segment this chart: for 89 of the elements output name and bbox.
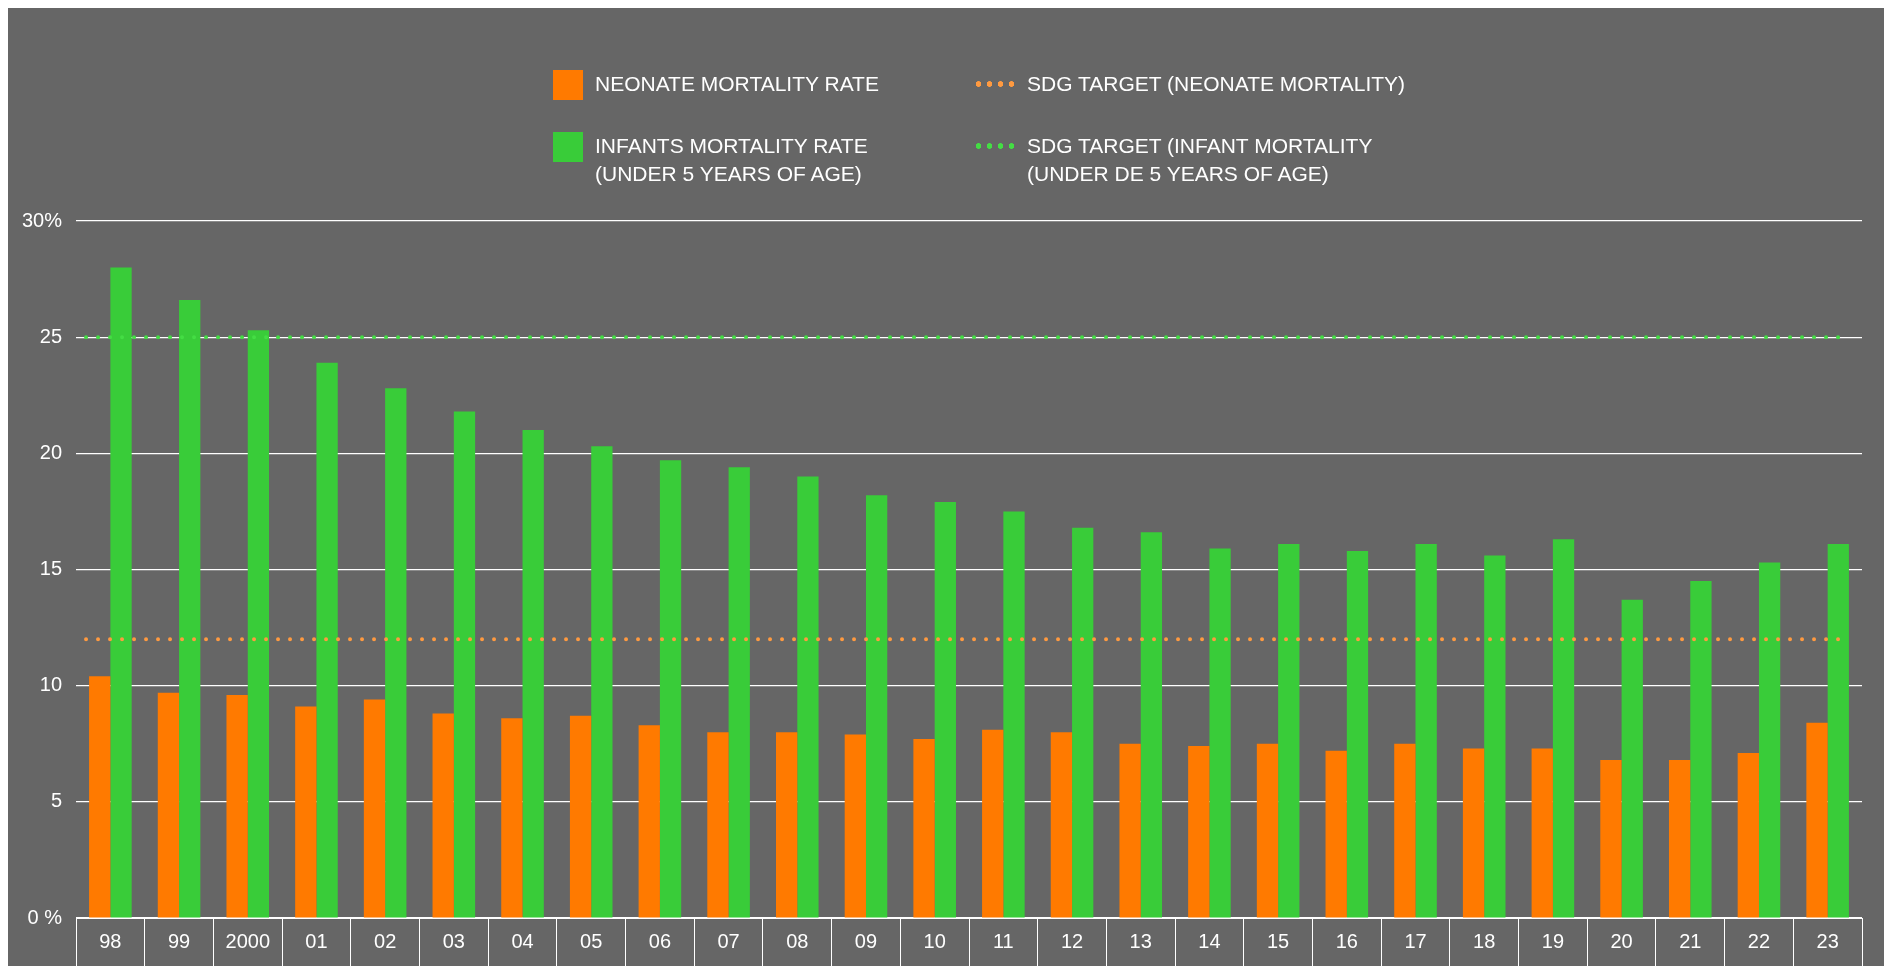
bar bbox=[89, 676, 111, 918]
legend-label: NEONATE MORTALITY RATE bbox=[595, 72, 879, 95]
x-tick-label: 21 bbox=[1679, 929, 1702, 952]
bar bbox=[1462, 748, 1485, 918]
bar bbox=[1668, 760, 1691, 918]
legend-label: INFANTS MORTALITY RATE (UNDER 5 YEARS OF AGE) bbox=[595, 134, 868, 185]
bar bbox=[865, 495, 888, 918]
bar bbox=[1621, 599, 1643, 918]
bar bbox=[591, 446, 613, 918]
bar bbox=[1394, 743, 1416, 918]
bar bbox=[1484, 555, 1506, 918]
x-tick-label: 01 bbox=[305, 929, 328, 952]
bar bbox=[1209, 548, 1231, 918]
x-tick-label: 08 bbox=[786, 929, 809, 952]
y-tick-label: 20 bbox=[39, 440, 63, 463]
y-tick-label: 0 % bbox=[27, 905, 63, 928]
bar bbox=[1758, 562, 1781, 918]
x-tick-label: 06 bbox=[648, 929, 672, 952]
bar bbox=[638, 725, 660, 918]
y-tick-label: 30% bbox=[22, 208, 63, 231]
bar bbox=[1531, 748, 1553, 918]
x-tick-label: 05 bbox=[580, 929, 603, 952]
bar bbox=[432, 713, 454, 918]
x-tick-label: 23 bbox=[1816, 929, 1839, 952]
bar bbox=[913, 739, 935, 918]
bar bbox=[1415, 543, 1437, 918]
bar bbox=[1806, 722, 1828, 918]
bar bbox=[247, 330, 270, 918]
x-tick-label: 13 bbox=[1129, 929, 1152, 952]
bar bbox=[1346, 550, 1369, 918]
bar bbox=[569, 715, 592, 918]
x-tick-label: 09 bbox=[854, 929, 878, 952]
bar bbox=[1140, 532, 1163, 918]
bar bbox=[1188, 746, 1210, 918]
x-tick-label: 19 bbox=[1541, 929, 1565, 952]
y-tick-label: 15 bbox=[39, 557, 63, 580]
x-tick-label: 15 bbox=[1267, 929, 1290, 952]
x-tick-label: 07 bbox=[717, 929, 740, 952]
y-tick-label: 25 bbox=[39, 324, 63, 347]
x-tick-label: 22 bbox=[1747, 929, 1771, 952]
bar bbox=[934, 502, 956, 918]
bar bbox=[728, 467, 750, 918]
bar bbox=[157, 692, 180, 918]
bar bbox=[1003, 511, 1025, 918]
bar bbox=[1256, 743, 1279, 918]
bar bbox=[844, 734, 866, 918]
bar bbox=[1119, 743, 1141, 918]
x-tick-label: 12 bbox=[1060, 929, 1084, 952]
bar bbox=[226, 694, 248, 918]
bar bbox=[1050, 732, 1073, 918]
bar bbox=[659, 460, 682, 918]
bar bbox=[707, 732, 729, 918]
bar bbox=[385, 388, 407, 918]
x-tick-label: 2000 bbox=[225, 929, 271, 952]
y-tick-label: 10 bbox=[39, 673, 63, 696]
bar bbox=[775, 732, 798, 918]
bar bbox=[1072, 527, 1094, 918]
bar bbox=[363, 699, 386, 918]
bar bbox=[522, 430, 544, 918]
x-tick-label: 03 bbox=[442, 929, 465, 952]
y-tick-label: 5 bbox=[50, 789, 63, 812]
x-tick-label: 11 bbox=[992, 929, 1014, 952]
bar bbox=[316, 362, 338, 918]
bar bbox=[1325, 750, 1347, 918]
bar bbox=[295, 706, 317, 918]
x-tick-label: 18 bbox=[1473, 929, 1496, 952]
legend-label: SDG TARGET (NEONATE MORTALITY) bbox=[1027, 72, 1406, 95]
bar bbox=[179, 299, 201, 918]
x-tick-label: 16 bbox=[1335, 929, 1358, 952]
bar bbox=[1827, 543, 1849, 918]
x-tick-label: 04 bbox=[511, 929, 534, 952]
bar bbox=[1552, 539, 1575, 918]
x-tick-label: 02 bbox=[374, 929, 397, 952]
bar bbox=[453, 411, 476, 918]
bar bbox=[982, 729, 1004, 918]
bar bbox=[110, 267, 132, 918]
legend-label: SDG TARGET (INFANT MORTALITY (UNDER DE 5 YEARS OF AGE) bbox=[1027, 134, 1373, 185]
bar bbox=[1690, 581, 1712, 918]
x-tick-label: 10 bbox=[923, 929, 946, 952]
bar bbox=[1278, 543, 1300, 918]
x-tick-label: 17 bbox=[1404, 929, 1427, 952]
x-tick-label: 14 bbox=[1198, 929, 1221, 952]
bar bbox=[1737, 753, 1759, 918]
x-tick-label: 98 bbox=[99, 929, 122, 952]
bar bbox=[501, 718, 523, 918]
x-tick-label: 99 bbox=[167, 929, 191, 952]
bar bbox=[797, 476, 819, 918]
x-tick-label: 20 bbox=[1610, 929, 1633, 952]
bar bbox=[1600, 760, 1622, 918]
